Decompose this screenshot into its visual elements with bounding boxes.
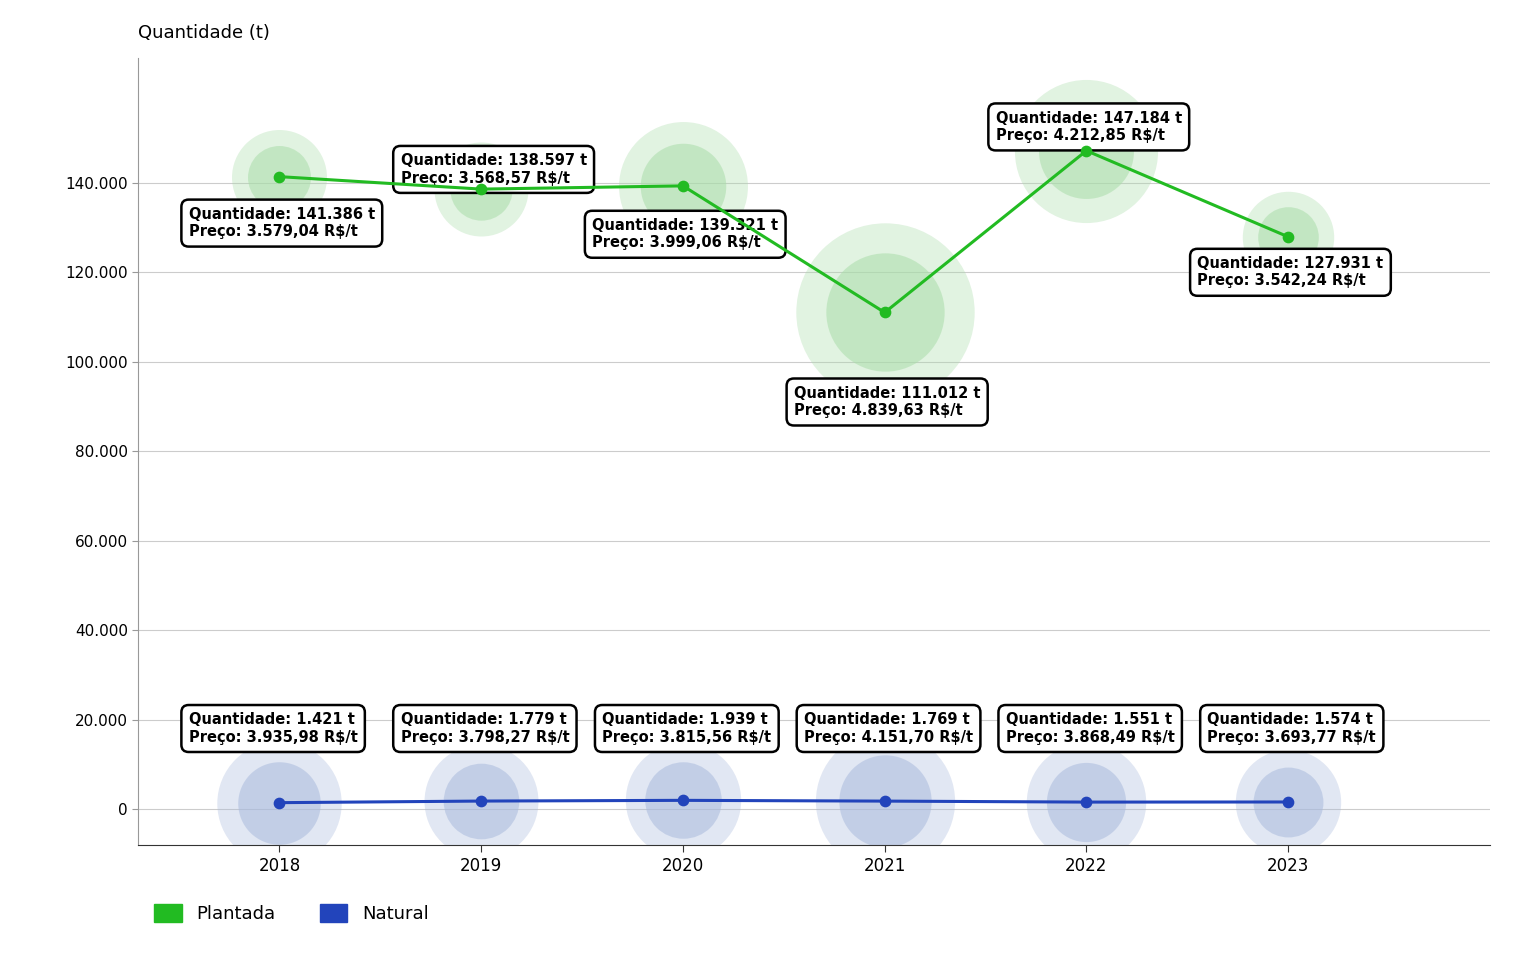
Point xyxy=(1074,795,1098,810)
Text: Quantidade: 147.184 t
Preço: 4.212,85 R$/t: Quantidade: 147.184 t Preço: 4.212,85 R$… xyxy=(995,110,1181,143)
Point xyxy=(671,793,696,808)
Point xyxy=(267,795,292,810)
Point xyxy=(1074,143,1098,158)
Text: Quantidade: 1.769 t
Preço: 4.151,70 R$/t: Quantidade: 1.769 t Preço: 4.151,70 R$/t xyxy=(803,712,974,745)
Text: Quantidade (t): Quantidade (t) xyxy=(138,24,270,42)
Point xyxy=(1276,794,1301,809)
Point xyxy=(468,181,493,197)
Point xyxy=(267,169,292,184)
Point xyxy=(872,793,897,808)
Point xyxy=(1276,229,1301,245)
Text: Quantidade: 141.386 t
Preço: 3.579,04 R$/t: Quantidade: 141.386 t Preço: 3.579,04 R$… xyxy=(189,207,375,239)
Point xyxy=(872,305,897,321)
Point xyxy=(872,305,897,321)
Text: Quantidade: 1.551 t
Preço: 3.868,49 R$/t: Quantidade: 1.551 t Preço: 3.868,49 R$/t xyxy=(1006,712,1175,745)
Point xyxy=(872,793,897,808)
Text: Quantidade: 1.421 t
Preço: 3.935,98 R$/t: Quantidade: 1.421 t Preço: 3.935,98 R$/t xyxy=(189,712,358,745)
Point xyxy=(468,181,493,197)
Point xyxy=(267,795,292,810)
Point xyxy=(872,793,897,808)
Point xyxy=(1276,229,1301,245)
Legend: Plantada, Natural: Plantada, Natural xyxy=(147,897,436,930)
Point xyxy=(267,169,292,184)
Point xyxy=(468,793,493,808)
Point xyxy=(1074,795,1098,810)
Point xyxy=(1276,794,1301,809)
Point xyxy=(671,793,696,808)
Text: Quantidade: 1.574 t
Preço: 3.693,77 R$/t: Quantidade: 1.574 t Preço: 3.693,77 R$/t xyxy=(1207,712,1376,745)
Point xyxy=(671,793,696,808)
Point xyxy=(468,181,493,197)
Point xyxy=(1074,143,1098,158)
Text: Quantidade: 139.321 t
Preço: 3.999,06 R$/t: Quantidade: 139.321 t Preço: 3.999,06 R$… xyxy=(593,218,779,251)
Point xyxy=(872,305,897,321)
Text: Quantidade: 111.012 t
Preço: 4.839,63 R$/t: Quantidade: 111.012 t Preço: 4.839,63 R$… xyxy=(794,386,980,419)
Point xyxy=(267,795,292,810)
Point xyxy=(671,179,696,194)
Text: Quantidade: 138.597 t
Preço: 3.568,57 R$/t: Quantidade: 138.597 t Preço: 3.568,57 R$… xyxy=(401,154,587,185)
Text: Quantidade: 1.939 t
Preço: 3.815,56 R$/t: Quantidade: 1.939 t Preço: 3.815,56 R$/t xyxy=(602,712,771,745)
Point xyxy=(1074,143,1098,158)
Point xyxy=(671,179,696,194)
Text: Quantidade: 127.931 t
Preço: 3.542,24 R$/t: Quantidade: 127.931 t Preço: 3.542,24 R$… xyxy=(1198,256,1384,289)
Point xyxy=(1276,794,1301,809)
Point xyxy=(267,169,292,184)
Point xyxy=(468,793,493,808)
Point xyxy=(671,179,696,194)
Point xyxy=(468,793,493,808)
Text: Quantidade: 1.779 t
Preço: 3.798,27 R$/t: Quantidade: 1.779 t Preço: 3.798,27 R$/t xyxy=(401,712,570,745)
Point xyxy=(1074,795,1098,810)
Point xyxy=(1276,229,1301,245)
